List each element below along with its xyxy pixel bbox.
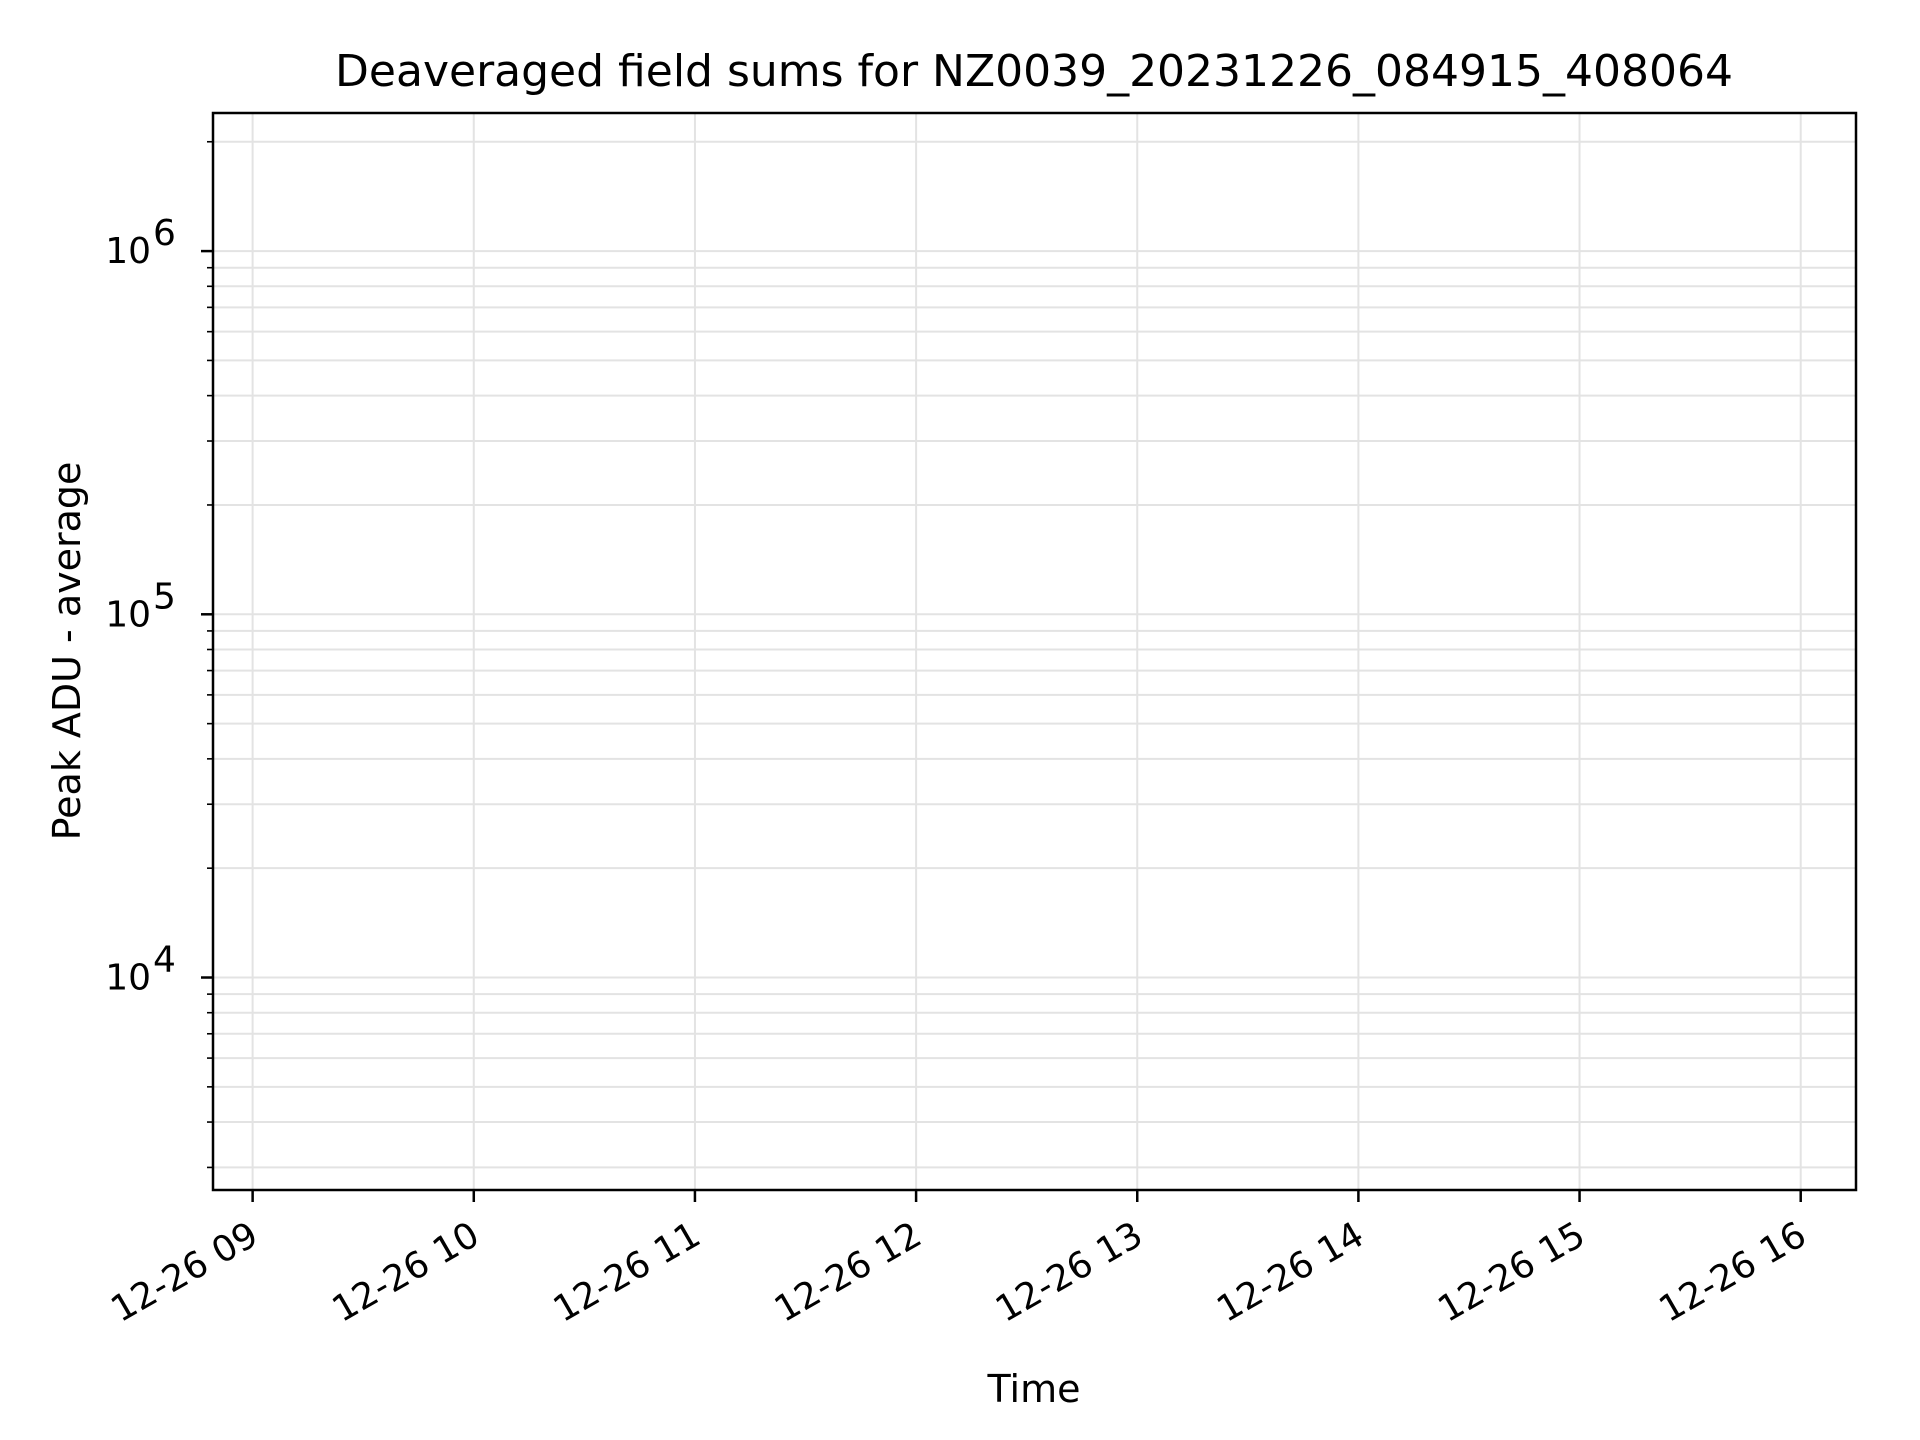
y-axis-label: Peak ADU - average: [45, 462, 89, 841]
y-tick-label: 10: [105, 231, 151, 272]
grid-lines: [213, 113, 1856, 1190]
y-tick-exponent: 6: [153, 213, 176, 254]
y-tick-label: 10: [105, 594, 151, 635]
x-axis-label: Time: [987, 1367, 1081, 1411]
y-tick-label: 10: [105, 958, 151, 999]
chart-title: Deaveraged field sums for NZ0039_2023122…: [335, 46, 1733, 97]
y-tick-exponent: 5: [153, 576, 176, 617]
plot-frame: [211, 111, 1858, 1192]
y-tick-exponent: 4: [153, 940, 176, 981]
